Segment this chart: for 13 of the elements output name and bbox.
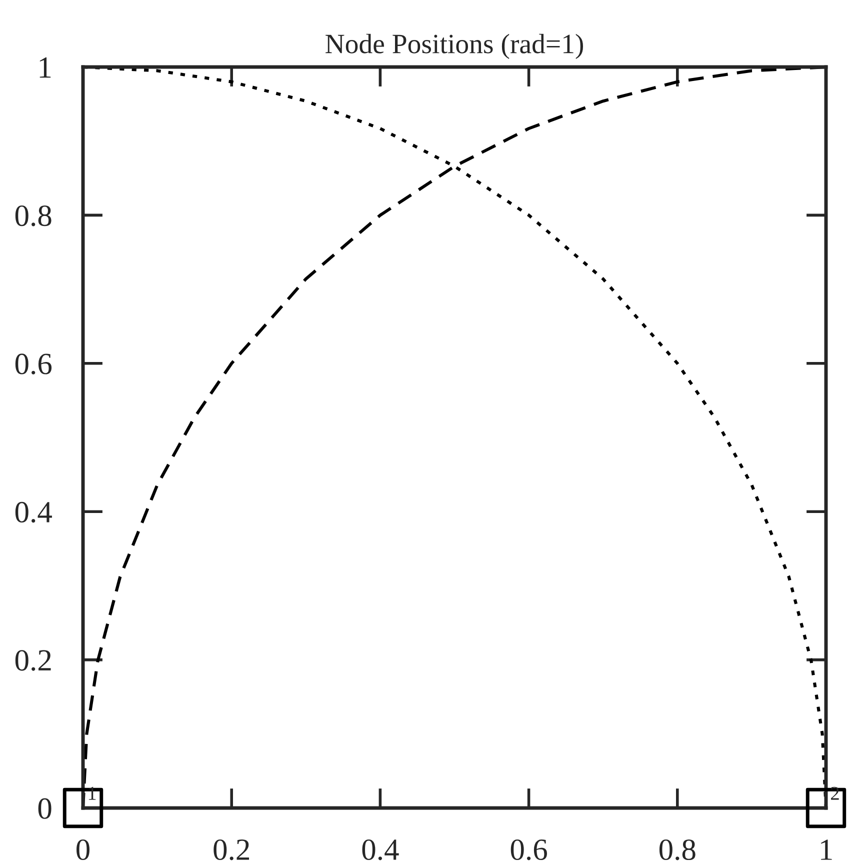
x-tick-label: 0.4	[362, 839, 399, 860]
x-tick-label: 0	[76, 839, 90, 860]
chart-title: Node Positions (rad=1)	[326, 34, 584, 60]
x-tick-label: 0.8	[659, 839, 696, 860]
y-tick-label: 1	[40, 57, 51, 78]
y-tick-label: 0.4	[15, 502, 52, 523]
y-tick-label: 0	[38, 798, 52, 819]
x-tick-label: 0.2	[214, 839, 250, 860]
y-tick-label: 0.2	[15, 650, 51, 671]
y-tick-label: 0.6	[15, 354, 52, 374]
y-tick-label: 0.8	[15, 205, 52, 226]
x-tick-label: 1	[821, 840, 832, 860]
x-tick-label: 0.6	[510, 839, 547, 860]
